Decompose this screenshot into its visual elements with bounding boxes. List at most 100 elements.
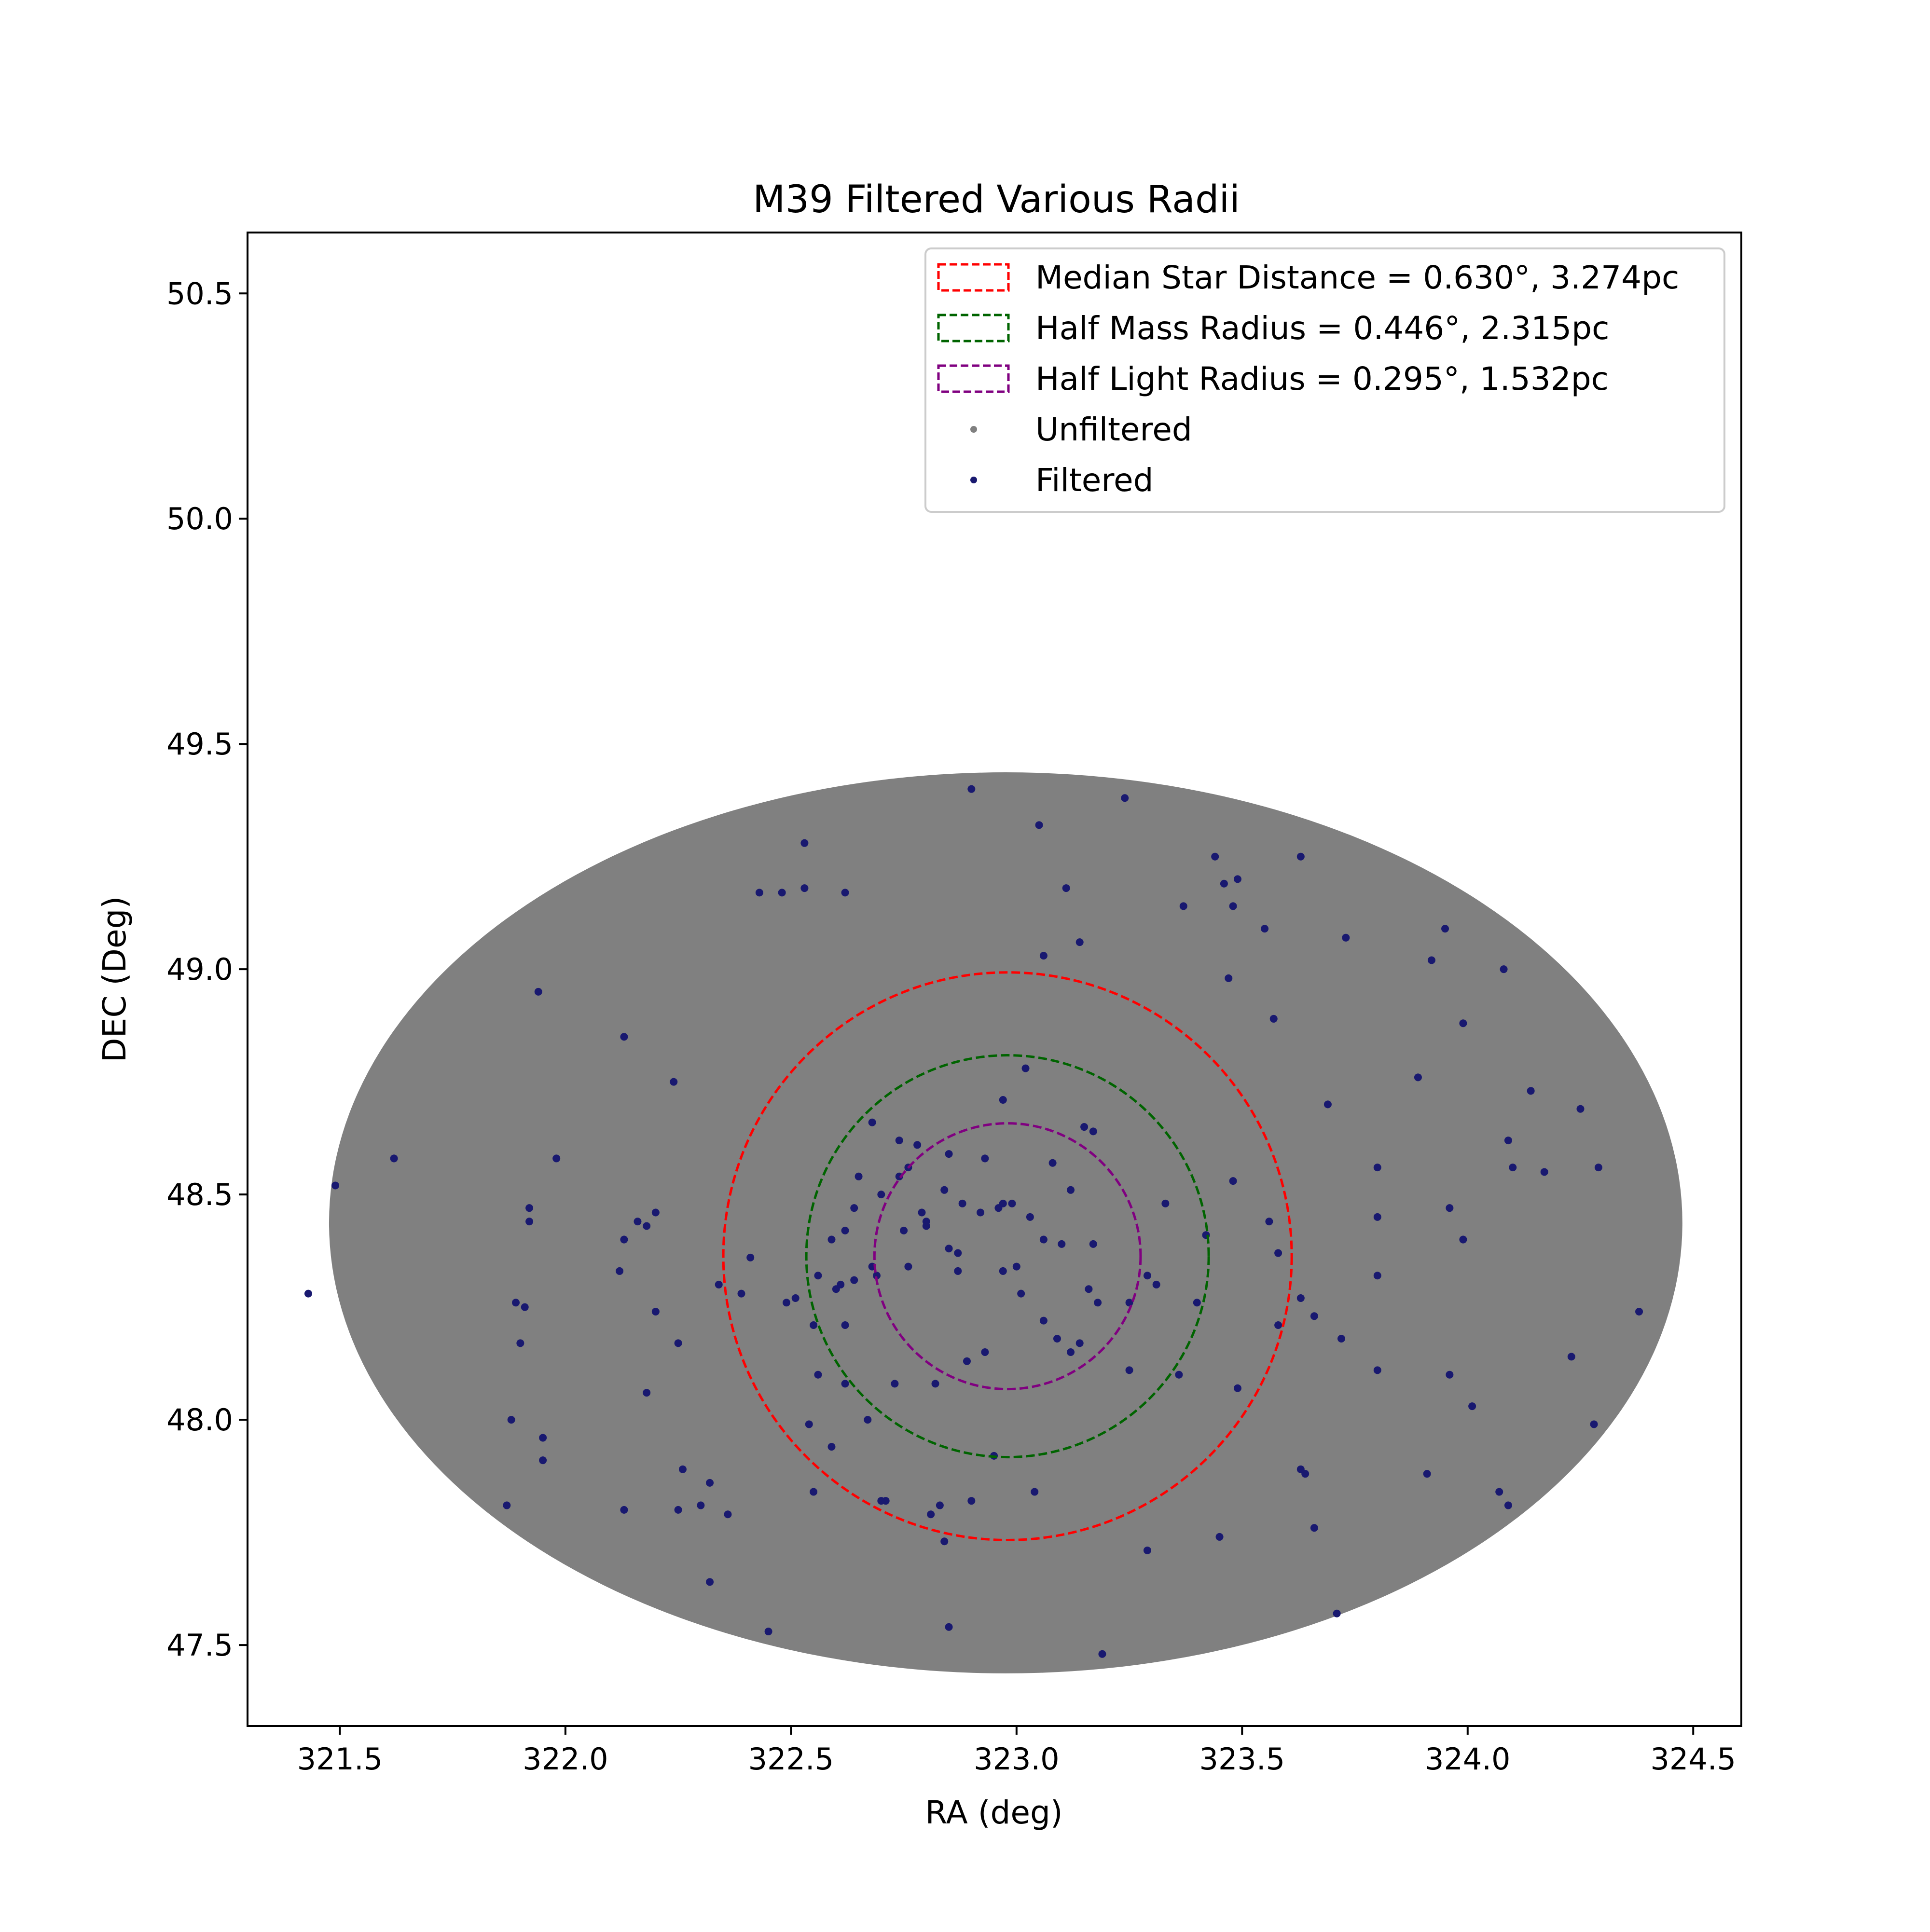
filtered-point <box>877 1497 885 1505</box>
filtered-point <box>1373 1272 1381 1280</box>
filtered-point <box>940 1186 949 1194</box>
filtered-point <box>1179 902 1187 910</box>
filtered-point <box>967 1497 976 1505</box>
filtered-point <box>674 1506 682 1514</box>
filtered-point <box>1373 1366 1381 1374</box>
filtered-point <box>724 1510 732 1519</box>
x-axis: 321.5 322.0 322.5 323.0 323.5 324.0 324.5 <box>297 1726 1736 1777</box>
filtered-point <box>936 1501 944 1509</box>
filtered-point <box>634 1218 642 1226</box>
filtered-point <box>832 1285 840 1293</box>
filtered-point <box>539 1434 547 1442</box>
filtered-point <box>697 1501 705 1509</box>
filtered-point <box>521 1303 529 1311</box>
legend: Median Star Distance = 0.630°, 3.274pc Ha… <box>924 247 1725 513</box>
filtered-point <box>651 1307 660 1315</box>
filtered-point <box>778 889 786 897</box>
filtered-point <box>643 1222 651 1230</box>
legend-unfiltered: Unfiltered <box>970 411 1192 448</box>
filtered-point <box>331 1181 340 1190</box>
filtered-point <box>1323 1100 1332 1109</box>
filtered-point <box>963 1357 971 1365</box>
filtered-point <box>1333 1609 1341 1617</box>
filtered-point <box>1053 1335 1061 1343</box>
filtered-point <box>814 1370 822 1379</box>
filtered-point <box>954 1249 962 1257</box>
plot-area <box>304 772 1682 1673</box>
filtered-point <box>1017 1289 1025 1298</box>
filtered-point <box>620 1033 628 1041</box>
filtered-point <box>1446 1204 1454 1212</box>
filtered-point <box>1635 1307 1643 1315</box>
filtered-point <box>1567 1353 1575 1361</box>
filtered-point <box>620 1235 628 1244</box>
filtered-point <box>1067 1186 1075 1194</box>
chart-title: M39 Filtered Various Radii <box>753 178 1240 221</box>
filtered-point <box>1075 938 1084 946</box>
half-light-circle <box>873 1122 1142 1391</box>
filtered-point <box>1080 1123 1089 1131</box>
filtered-point <box>1233 1384 1241 1392</box>
filtered-point <box>1373 1213 1381 1221</box>
filtered-point <box>1031 1488 1039 1496</box>
filtered-point <box>1269 1014 1278 1023</box>
filtered-point <box>1459 1235 1467 1244</box>
unfiltered-layer <box>329 772 1682 1673</box>
filtered-point <box>1301 1470 1310 1478</box>
filtered-point <box>940 1537 949 1546</box>
median-distance-circle <box>722 971 1293 1541</box>
filtered-point <box>715 1280 723 1288</box>
filtered-point <box>827 1235 836 1244</box>
filtered-point <box>1495 1488 1503 1496</box>
filtered-point <box>616 1267 624 1275</box>
filtered-point <box>674 1339 682 1347</box>
legend-marker <box>970 426 977 433</box>
filtered-point <box>814 1272 822 1280</box>
filtered-point <box>827 1443 836 1451</box>
y-tick-label: 50.5 <box>166 276 233 311</box>
filtered-point <box>1089 1127 1097 1136</box>
filtered-point <box>1075 1339 1084 1347</box>
filtered-point <box>850 1276 858 1284</box>
filtered-point <box>1468 1402 1476 1411</box>
filtered-point <box>841 1226 849 1234</box>
filtered-point <box>670 1078 678 1086</box>
filtered-point <box>1310 1524 1318 1532</box>
filtered-point <box>841 1380 849 1388</box>
filtered-point <box>1296 852 1305 861</box>
filtered-point <box>1094 1299 1102 1307</box>
filtered-point <box>877 1191 885 1199</box>
filtered-point <box>525 1204 534 1212</box>
filtered-point <box>746 1253 755 1261</box>
x-tick-label: 322.5 <box>748 1741 834 1777</box>
filtered-point <box>512 1299 520 1307</box>
filtered-point <box>1143 1546 1151 1554</box>
filtered-point <box>1220 879 1228 888</box>
filtered-point <box>503 1501 511 1509</box>
half-mass-circle <box>805 1054 1210 1459</box>
filtered-point <box>1058 1240 1066 1248</box>
filtered-point <box>1265 1218 1273 1226</box>
filtered-point <box>958 1199 966 1207</box>
filtered-point <box>850 1204 858 1212</box>
filtered-point <box>1048 1159 1057 1167</box>
filtered-point <box>891 1380 899 1388</box>
filtered-point <box>1233 875 1241 883</box>
legend-filtered: Filtered <box>970 462 1154 499</box>
filtered-point <box>1035 821 1043 829</box>
x-tick-label: 323.5 <box>1199 1741 1285 1777</box>
filtered-point <box>1459 1019 1467 1028</box>
y-tick-label: 47.5 <box>166 1628 233 1663</box>
filtered-point <box>1337 1335 1345 1343</box>
filtered-point <box>945 1150 953 1158</box>
filtered-point <box>791 1294 800 1302</box>
filtered-point <box>1229 902 1237 910</box>
filtered-point <box>900 1226 908 1234</box>
filtered-point <box>1540 1168 1548 1176</box>
y-tick-label: 48.5 <box>166 1177 233 1212</box>
filtered-point <box>927 1510 935 1519</box>
x-axis-label: RA (deg) <box>925 1794 1062 1831</box>
filtered-point <box>304 1289 312 1298</box>
filtered-point <box>895 1137 903 1145</box>
